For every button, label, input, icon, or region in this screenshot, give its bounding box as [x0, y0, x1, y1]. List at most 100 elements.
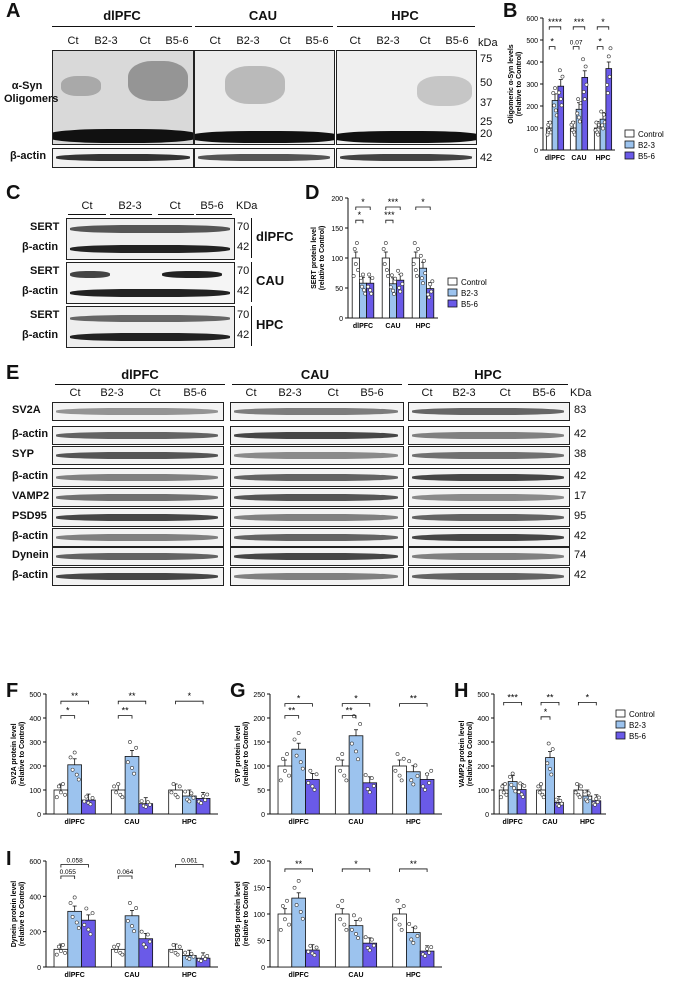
data-point: [361, 272, 365, 277]
x-tick-label: CAU: [542, 819, 557, 826]
data-point: [205, 954, 210, 958]
chart-j: 0 50 100 150 200 PSD95 protein level (relative…: [235, 859, 442, 979]
data-point: [573, 790, 578, 795]
blot-e-band-strip: [408, 468, 570, 487]
legend-swatch: [624, 140, 635, 149]
significance-label: ***: [574, 17, 585, 27]
x-tick-label: dlPFC: [65, 819, 85, 826]
data-point: [175, 795, 180, 800]
data-point: [418, 253, 423, 258]
data-point: [68, 755, 73, 760]
kda-marker: 37: [480, 97, 493, 109]
data-point: [575, 782, 579, 786]
data-point: [82, 799, 87, 804]
data-point: [292, 885, 297, 890]
significance-bracket: [572, 26, 586, 30]
y-tick-label: 50: [257, 939, 265, 946]
kda-marker: 70: [237, 265, 250, 277]
x-tick-label: CAU: [348, 972, 363, 979]
data-point: [560, 74, 565, 79]
data-point: [310, 784, 315, 789]
data-point: [283, 917, 287, 922]
data-point: [553, 108, 558, 113]
data-point: [365, 946, 370, 950]
data-point: [608, 46, 613, 51]
significance-label: **: [410, 694, 418, 704]
x-tick-label: dlPFC: [65, 972, 85, 979]
data-point: [571, 120, 576, 125]
bar: [138, 938, 154, 968]
bar: [575, 108, 583, 151]
data-point: [503, 782, 507, 786]
bar: [110, 789, 126, 815]
data-point: [59, 949, 63, 954]
x-tick-label: dlPFC: [545, 155, 565, 162]
data-point: [349, 741, 354, 746]
data-point: [287, 773, 291, 778]
bar: [277, 765, 293, 815]
data-point: [549, 772, 554, 777]
region-label-cau: CAU: [256, 273, 285, 288]
significance-label: **: [346, 706, 354, 716]
lane-label: Ct: [499, 387, 511, 399]
row-label-sert: SERT: [30, 265, 60, 277]
significance-label: *: [421, 197, 425, 207]
data-point: [601, 112, 606, 117]
data-point: [90, 911, 95, 916]
y-tick-label: 0: [37, 965, 41, 972]
legend-swatch: [624, 129, 635, 138]
legend-label: Control: [461, 278, 487, 287]
data-point: [70, 915, 75, 919]
kda-marker: 42: [574, 530, 587, 542]
lane-label: Ct: [169, 200, 181, 212]
data-point: [600, 123, 605, 128]
row-label-sv2a: SV2A: [12, 404, 41, 416]
data-point: [513, 789, 518, 794]
data-point: [411, 940, 416, 945]
x-tick-label: HPC: [406, 972, 421, 979]
significance-bracket: [175, 864, 204, 868]
region-label-dlpfc: dlPFC: [103, 8, 141, 23]
data-point: [128, 740, 132, 744]
significance-bracket: [60, 864, 89, 868]
data-point: [397, 922, 402, 927]
blot-e-band-strip: [408, 446, 570, 465]
data-point: [588, 795, 592, 800]
y-tick-label: 50: [257, 788, 265, 795]
data-point: [147, 939, 152, 944]
data-point: [143, 804, 148, 809]
region-label-hpc: HPC: [391, 8, 419, 23]
panel-letter-g: G: [230, 680, 246, 702]
data-point: [56, 944, 61, 949]
significance-bracket: [399, 868, 428, 872]
y-tick-label: 150: [253, 740, 265, 747]
significance-label: **: [288, 706, 296, 716]
y-tick-label: 100: [526, 126, 538, 133]
y-axis-label: Dynein protein level: [11, 881, 18, 948]
data-point: [314, 945, 319, 950]
legend-swatch: [615, 709, 626, 718]
data-point: [383, 241, 388, 245]
data-point: [298, 760, 303, 765]
data-point: [425, 772, 429, 777]
significance-label: **: [128, 691, 136, 701]
significance-bracket: [60, 875, 76, 880]
x-tick-label: CAU: [348, 819, 363, 826]
data-point: [59, 790, 63, 795]
panel-letter-j: J: [230, 848, 242, 870]
data-point: [593, 802, 597, 807]
significance-bracket: [415, 206, 431, 210]
data-point: [84, 794, 89, 799]
data-point: [285, 752, 289, 756]
bar: [426, 288, 435, 319]
y-tick-label: 0: [339, 316, 343, 323]
data-point: [177, 944, 182, 949]
data-point: [594, 120, 599, 125]
bar: [124, 915, 140, 968]
data-point: [285, 898, 289, 903]
bar: [419, 267, 428, 319]
data-point: [70, 767, 75, 772]
data-point: [183, 789, 188, 794]
data-point: [557, 90, 561, 95]
data-point: [409, 778, 414, 783]
